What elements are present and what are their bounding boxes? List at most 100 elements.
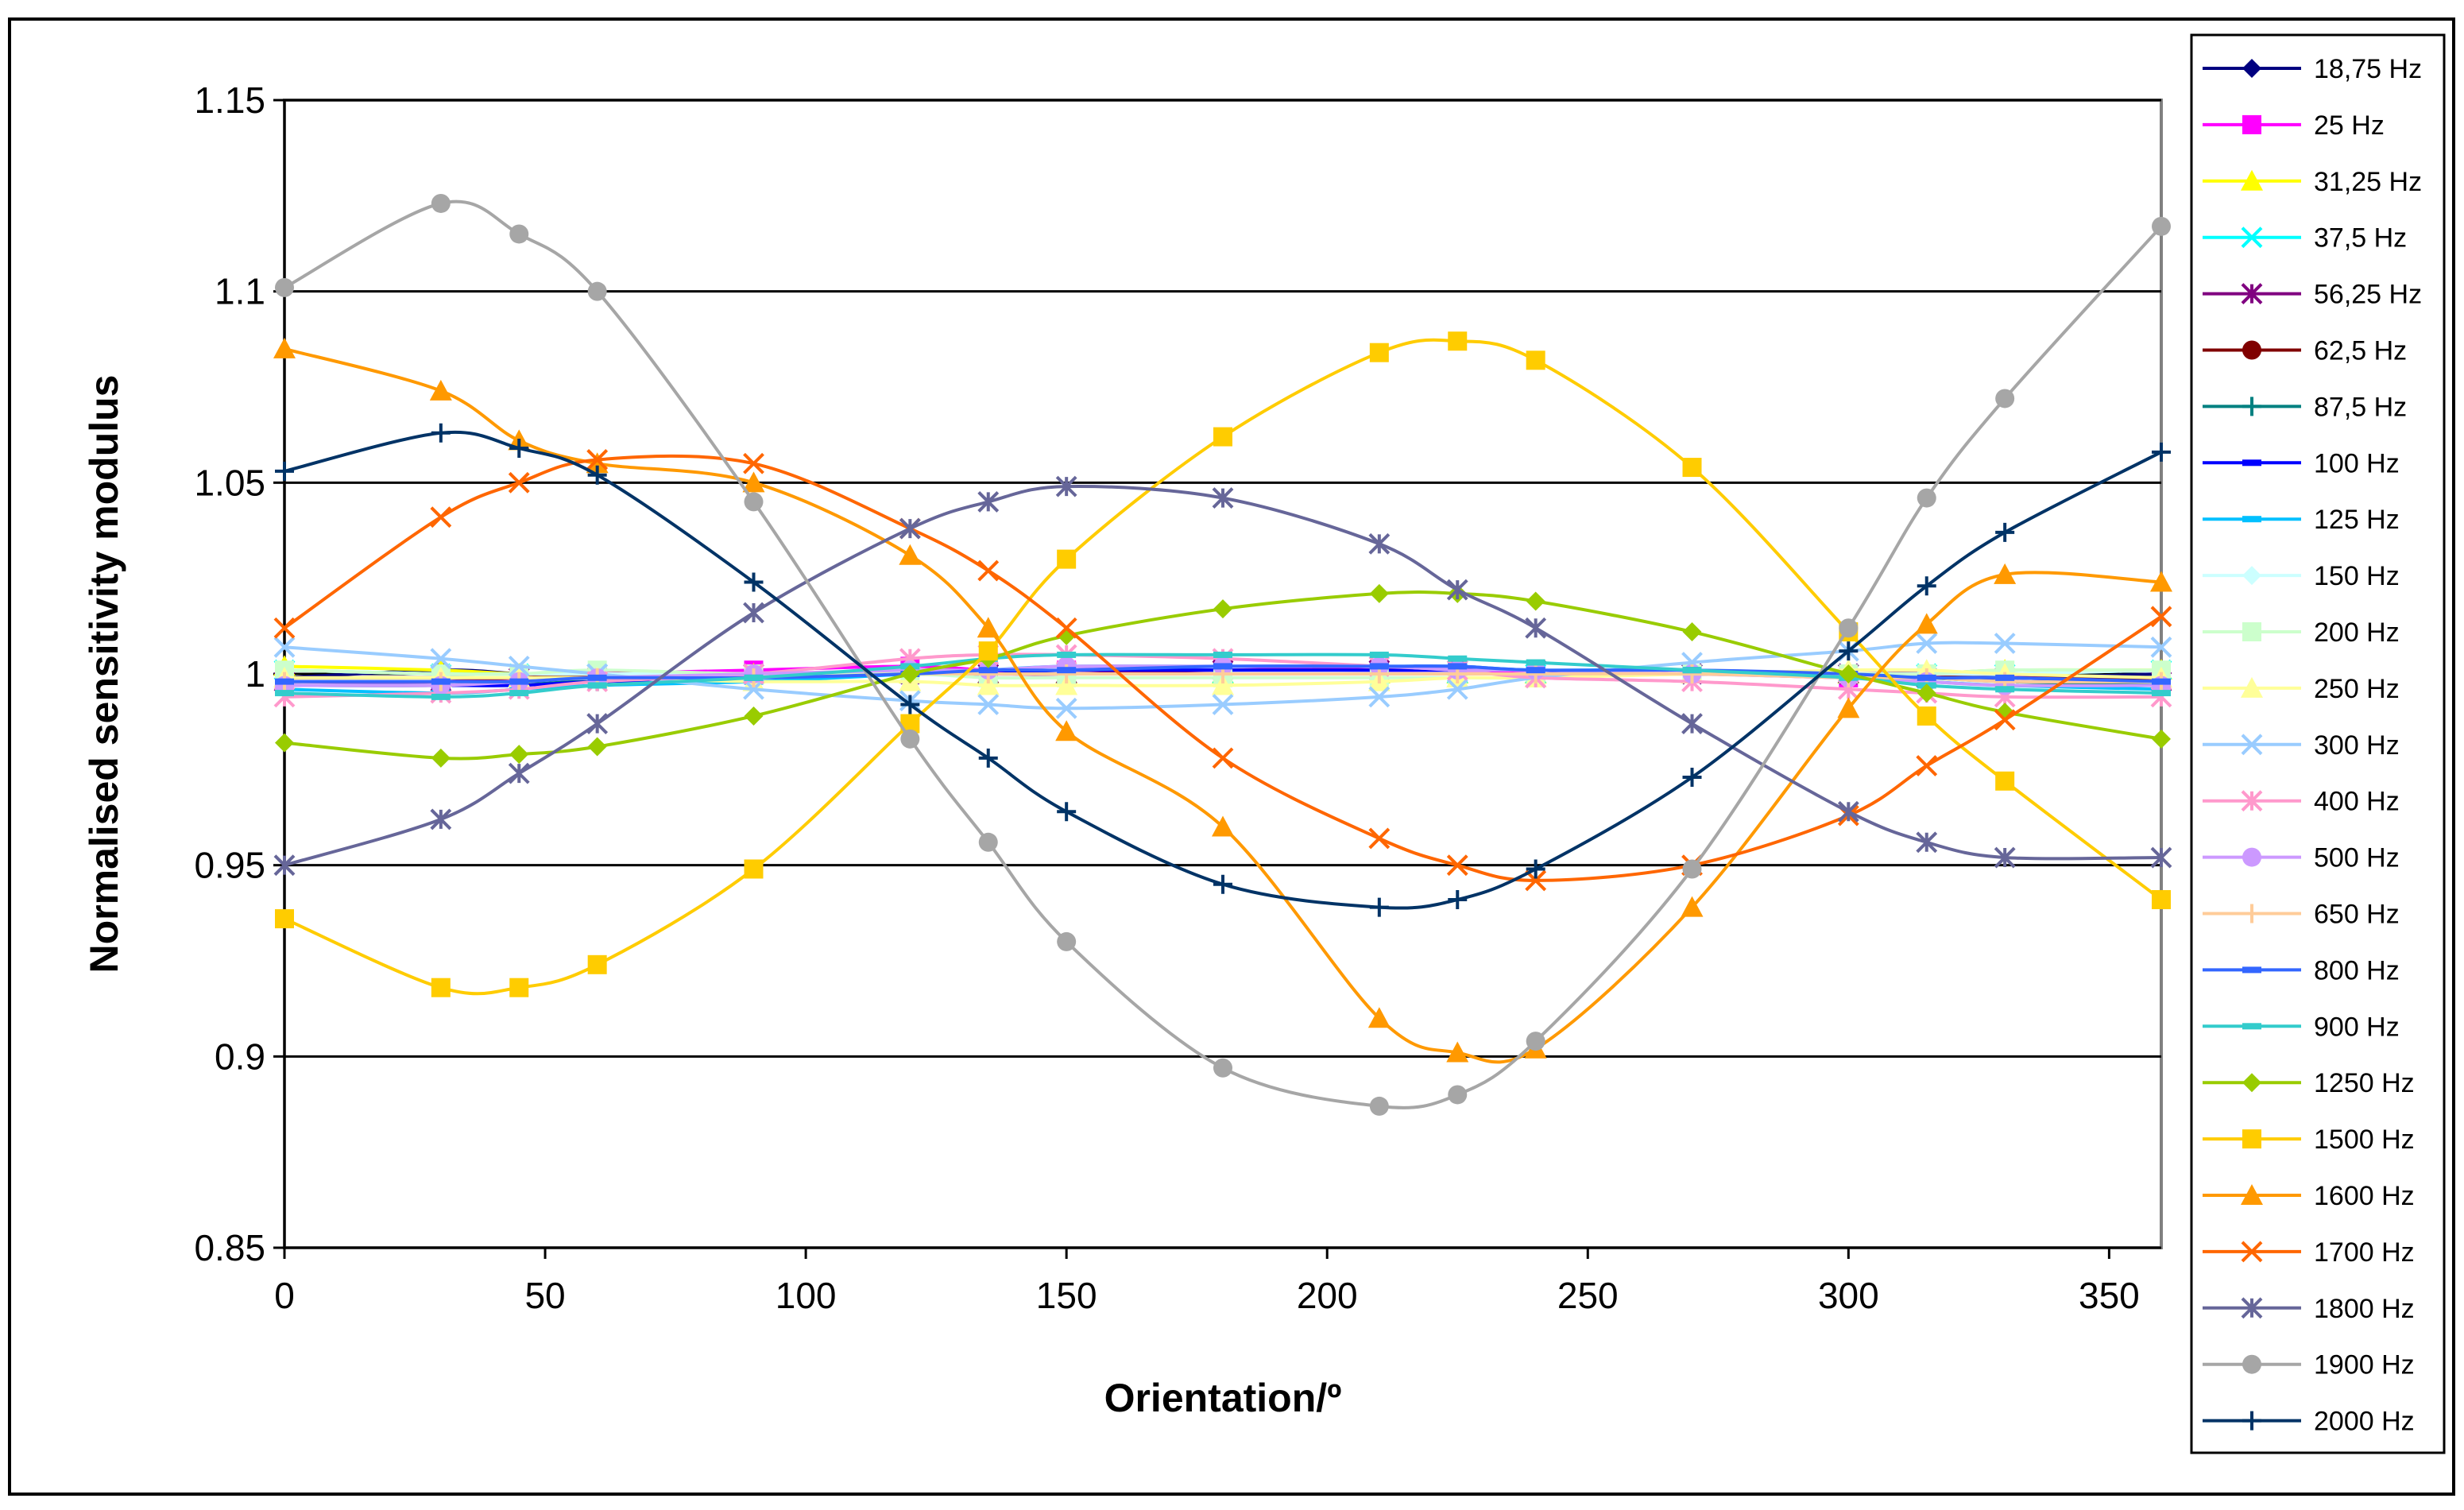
legend-label: 1800 Hz (2314, 1294, 2415, 1324)
data-point (978, 641, 998, 661)
data-point (1446, 1041, 1469, 1063)
series-1900-Hz (275, 193, 2171, 1116)
data-point (1526, 591, 1545, 611)
series-group (273, 193, 2172, 1116)
data-point (2150, 606, 2172, 628)
legend-marker (2242, 904, 2261, 923)
data-point (508, 762, 530, 784)
data-point (1837, 800, 1859, 823)
y-tick-label: 1.15 (194, 79, 265, 121)
legend-marker (2242, 1411, 2261, 1431)
data-point (1681, 896, 1704, 917)
data-point (1916, 633, 1938, 654)
data-point (586, 452, 609, 474)
data-point (1212, 815, 1234, 837)
data-point (977, 694, 1000, 715)
data-point (431, 748, 451, 768)
data-point (1213, 651, 1232, 658)
data-point (2152, 729, 2171, 749)
data-point (1213, 663, 1232, 670)
legend-marker (2241, 226, 2263, 249)
legend-item: 62,5 Hz (2203, 336, 2407, 366)
data-point (1916, 755, 1938, 776)
data-point (977, 617, 1000, 638)
legend-marker (2242, 114, 2261, 134)
data-point (900, 664, 920, 683)
data-point (273, 617, 296, 639)
data-point (1995, 674, 2015, 681)
legend-marker (2242, 397, 2261, 416)
legend-label: 18,75 Hz (2314, 54, 2422, 84)
data-point (743, 452, 764, 474)
data-point (1212, 747, 1234, 769)
legend-marker (2242, 1354, 2261, 1374)
data-point (1055, 617, 1077, 639)
data-point (1446, 854, 1468, 877)
data-point (1212, 487, 1234, 509)
data-point (1367, 1007, 1391, 1028)
data-point (899, 517, 921, 540)
legend-label: 500 Hz (2314, 843, 2400, 873)
data-point (1213, 874, 1232, 894)
legend-marker (2241, 734, 2263, 756)
data-point (431, 693, 451, 700)
legend-label: 900 Hz (2314, 1012, 2400, 1042)
data-point (1055, 720, 1078, 741)
data-point (1839, 641, 1859, 661)
legend-item: 2000 Hz (2203, 1407, 2415, 1437)
legend-label: 800 Hz (2314, 955, 2400, 985)
data-point (508, 471, 530, 494)
data-point (1995, 771, 2015, 791)
data-point (1682, 458, 1702, 478)
data-point (431, 193, 451, 213)
legend-item: 125 Hz (2203, 505, 2400, 535)
legend-label: 87,5 Hz (2314, 392, 2407, 422)
data-point (1994, 846, 2016, 869)
data-point (1369, 663, 1389, 670)
legend-item: 250 Hz (2203, 674, 2400, 704)
x-tick-label: 300 (1818, 1275, 1879, 1316)
data-point (587, 682, 607, 689)
data-point (1057, 667, 1077, 674)
data-point (1525, 869, 1547, 892)
data-point (1526, 859, 1545, 879)
data-point (1525, 617, 1547, 639)
data-point (1057, 651, 1077, 658)
x-axis-title: Orientation/º (1104, 1376, 1342, 1420)
legend-label: 1600 Hz (2314, 1181, 2415, 1211)
legend-item: 1700 Hz (2203, 1237, 2415, 1268)
data-point (275, 277, 294, 297)
data-point (744, 492, 764, 512)
data-point (2150, 846, 2172, 869)
data-point (509, 224, 529, 244)
data-point (1213, 427, 1232, 447)
data-point (1682, 667, 1702, 674)
data-point (275, 690, 294, 697)
x-tick-label: 50 (524, 1275, 565, 1316)
data-point (586, 713, 609, 734)
data-point (275, 678, 294, 685)
legend-item: 200 Hz (2203, 618, 2400, 648)
data-point (509, 978, 529, 997)
data-point (429, 379, 452, 401)
data-point (977, 490, 1000, 513)
data-point (1917, 683, 1936, 703)
data-point (900, 729, 920, 749)
data-point (430, 506, 452, 528)
data-point (587, 674, 607, 681)
x-tick-label: 150 (1036, 1275, 1097, 1316)
data-point (1839, 664, 1859, 683)
data-point (431, 423, 451, 443)
legend-label: 31,25 Hz (2314, 167, 2422, 197)
legend-marker (2241, 676, 2263, 698)
data-point (1369, 343, 1389, 362)
data-point (430, 648, 452, 670)
legend-marker (2242, 1129, 2261, 1149)
legend-label: 62,5 Hz (2314, 336, 2407, 366)
data-point (1682, 622, 1702, 642)
x-tick-label: 100 (776, 1275, 837, 1316)
legend-label: 650 Hz (2314, 900, 2400, 930)
legend-label: 200 Hz (2314, 618, 2400, 648)
legend-item: 1900 Hz (2203, 1350, 2415, 1380)
data-point (1368, 827, 1391, 850)
